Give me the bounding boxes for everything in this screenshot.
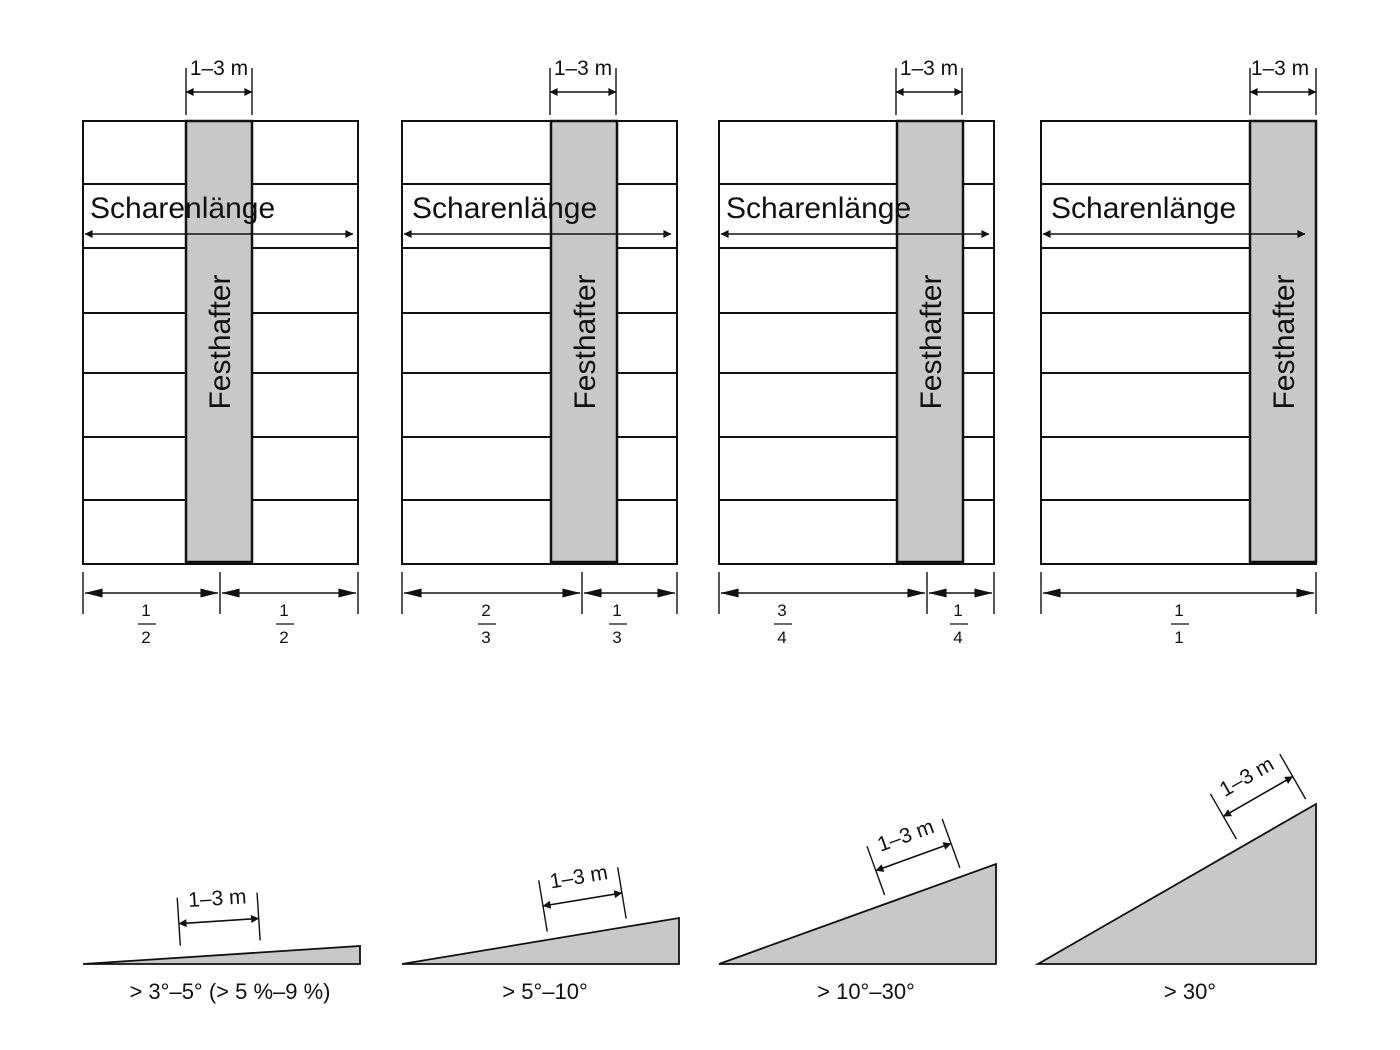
dimension-label: 1–3 m: [900, 57, 958, 80]
roof-panel-outline: [401, 120, 678, 565]
fraction-denominator: 1: [1174, 628, 1183, 647]
roof-slope-triangle: [82, 945, 361, 965]
slope-dimension-label: 1–3 m: [874, 815, 937, 856]
slope-angle-label: > 10°–30°: [817, 979, 915, 1004]
slope-dimension-label: 1–3 m: [187, 885, 247, 912]
slope-angle-label: > 3°–5° (> 5 %–9 %): [129, 979, 330, 1004]
scharenlaenge-label: Scharenlänge: [90, 192, 275, 225]
dimension-top: [549, 68, 617, 115]
fraction-numerator: 1: [141, 601, 150, 620]
slope-dimension-label: 1–3 m: [548, 861, 609, 893]
fraction-dimensions: [82, 572, 359, 614]
fraction-numerator: 1: [1174, 601, 1183, 620]
fraction-numerator: 1: [953, 601, 962, 620]
fraction-denominator: 3: [612, 628, 621, 647]
fraction-dimensions: [1040, 572, 1317, 614]
slope-10-30-deg: 1–3 m > 10°–30°: [718, 815, 997, 1004]
dimension-label: 1–3 m: [554, 57, 612, 80]
festhafter-zone: [549, 119, 619, 564]
scharenlaenge-label: Scharenlänge: [726, 192, 911, 225]
festhafter-label: Festhafter: [569, 274, 602, 409]
festhafter-zone: [184, 119, 254, 564]
fraction-1-4: 1 4: [950, 601, 968, 647]
fraction-denominator: 2: [141, 628, 150, 647]
panel-full: Festhafter Scharenlänge 1–3 m 1 1: [1040, 57, 1318, 647]
panel-half: Festhafter Scharenlänge 1–3 m 1 2 1 2: [82, 57, 359, 647]
slope-angle-label: > 30°: [1164, 979, 1216, 1004]
dimension-label: 1–3 m: [190, 57, 248, 80]
scharenlaenge-label: Scharenlänge: [412, 192, 597, 225]
festhafter-label: Festhafter: [915, 274, 948, 409]
roof-slope-triangle: [1034, 802, 1317, 965]
fraction-denominator: 2: [279, 628, 288, 647]
roof-slope-triangle: [401, 916, 680, 965]
festhafter-zone: [895, 119, 965, 564]
panel-two-thirds: Festhafter Scharenlänge 1–3 m 2 3 1 3: [401, 57, 678, 647]
fraction-1-3: 1 3: [609, 601, 627, 647]
dimension-top: [1249, 68, 1317, 115]
fraction-denominator: 4: [777, 628, 786, 647]
fraction-denominator: 4: [953, 628, 962, 647]
fraction-1-2-left: 1 2: [138, 601, 156, 647]
panel-three-quarters: Festhafter Scharenlänge 1–3 m 3 4 1 4: [718, 57, 995, 647]
fraction-numerator: 3: [777, 601, 786, 620]
seam-lines: [402, 183, 677, 501]
slope-5-10-deg: 1–3 m > 5°–10°: [401, 861, 680, 1004]
slope-3-5-deg: 1–3 m > 3°–5° (> 5 %–9 %): [82, 885, 361, 1004]
roof-slope-triangle: [718, 862, 997, 965]
fraction-1-2-right: 1 2: [276, 601, 294, 647]
fraction-numerator: 1: [612, 601, 621, 620]
slope-angle-label: > 5°–10°: [502, 979, 588, 1004]
fraction-numerator: 2: [481, 601, 490, 620]
dimension-top: [895, 68, 963, 115]
fraction-dimensions: [718, 572, 995, 614]
fraction-dimensions: [401, 572, 678, 614]
slope-dimension: 1–3 m: [176, 885, 261, 946]
dimension-label: 1–3 m: [1251, 57, 1309, 80]
fraction-denominator: 3: [481, 628, 490, 647]
fraction-2-3: 2 3: [478, 601, 496, 647]
fraction-1-1: 1 1: [1171, 601, 1189, 647]
festhafter-label: Festhafter: [204, 274, 237, 409]
slope-dimension-label: 1–3 m: [1216, 753, 1278, 802]
scharenlaenge-label: Scharenlänge: [1051, 192, 1236, 225]
slope-30-deg: 1–3 m > 30°: [1034, 753, 1317, 1004]
slope-dimension: 1–3 m: [538, 861, 627, 932]
fraction-3-4: 3 4: [774, 601, 792, 647]
fraction-numerator: 1: [279, 601, 288, 620]
dimension-top: [185, 68, 253, 115]
festhafter-zone: [1248, 119, 1318, 564]
festhafter-label: Festhafter: [1268, 274, 1301, 409]
